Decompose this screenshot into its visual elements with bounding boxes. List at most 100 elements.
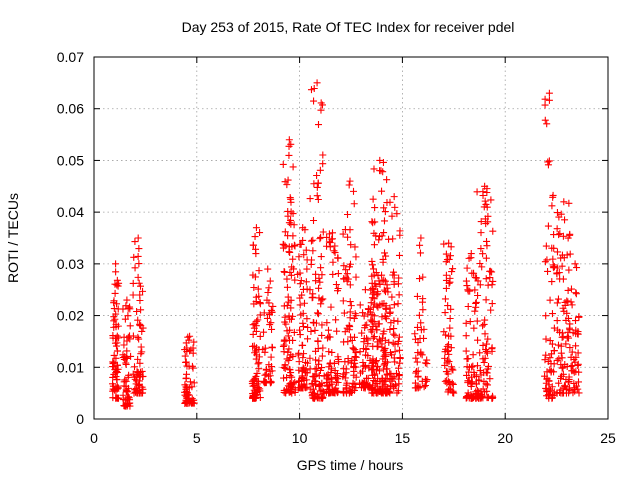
data-point	[371, 280, 379, 288]
data-point	[550, 347, 558, 355]
data-point	[282, 320, 290, 328]
data-point	[449, 387, 457, 395]
data-point	[480, 378, 488, 386]
data-point	[129, 279, 137, 287]
x-tick-label: 10	[292, 430, 308, 446]
data-point	[109, 334, 117, 342]
data-point	[391, 348, 399, 356]
data-point	[446, 378, 454, 386]
data-point	[575, 368, 583, 376]
data-point	[110, 305, 118, 313]
data-point	[394, 317, 402, 325]
data-point	[479, 250, 487, 258]
data-point	[120, 355, 128, 363]
data-point	[484, 281, 492, 289]
data-point	[360, 362, 368, 370]
data-point	[371, 218, 379, 226]
data-point	[268, 367, 276, 375]
data-point	[299, 354, 307, 362]
data-point	[380, 300, 388, 308]
data-point	[411, 330, 419, 338]
data-point	[542, 312, 550, 320]
data-point	[299, 224, 307, 232]
y-tick-label: 0.01	[57, 359, 84, 375]
data-point	[267, 319, 275, 327]
data-point	[464, 303, 472, 311]
data-point	[135, 245, 143, 253]
data-point	[331, 249, 339, 257]
data-point	[250, 284, 258, 292]
data-point	[309, 293, 317, 301]
data-point	[417, 234, 425, 242]
data-point	[181, 352, 189, 360]
data-point	[352, 349, 360, 357]
data-point	[567, 298, 575, 306]
data-point	[304, 335, 312, 343]
data-point	[478, 263, 486, 271]
data-point	[315, 284, 323, 292]
data-point	[313, 79, 321, 87]
data-point	[283, 275, 291, 283]
data-point	[134, 316, 142, 324]
data-point	[448, 268, 456, 276]
x-tick-label: 5	[193, 430, 201, 446]
data-point	[299, 319, 307, 327]
data-point	[477, 393, 485, 401]
data-point	[574, 349, 582, 357]
data-point	[123, 296, 131, 304]
data-point	[268, 344, 276, 352]
data-point	[351, 353, 359, 361]
data-point	[376, 232, 384, 240]
data-point	[330, 386, 338, 394]
data-point	[306, 286, 314, 294]
data-point	[249, 241, 257, 249]
data-point	[130, 373, 138, 381]
data-point	[253, 351, 261, 359]
data-point	[261, 371, 269, 379]
data-point	[302, 246, 310, 254]
data-point	[136, 359, 144, 367]
data-point	[472, 298, 480, 306]
data-point	[466, 318, 474, 326]
data-point	[360, 345, 368, 353]
data-point	[563, 309, 571, 317]
data-point	[356, 301, 364, 309]
data-point	[462, 347, 470, 355]
data-point	[343, 270, 351, 278]
data-point	[477, 245, 485, 253]
data-point	[482, 275, 490, 283]
data-point	[300, 299, 308, 307]
data-point	[253, 369, 261, 377]
data-point	[563, 297, 571, 305]
data-point	[352, 363, 360, 371]
data-point	[395, 251, 403, 259]
data-point	[489, 277, 497, 285]
data-point	[309, 247, 317, 255]
data-point	[389, 339, 397, 347]
data-point	[360, 312, 368, 320]
data-point	[565, 375, 573, 383]
data-point	[479, 322, 487, 330]
data-point	[423, 356, 431, 364]
data-point	[368, 261, 376, 269]
data-point	[557, 374, 565, 382]
data-point	[324, 326, 332, 334]
data-point	[363, 374, 371, 382]
data-point	[572, 289, 580, 297]
data-point	[483, 340, 491, 348]
data-point	[342, 369, 350, 377]
data-point	[563, 251, 571, 259]
data-point	[323, 233, 331, 241]
data-point	[340, 365, 348, 373]
data-point	[474, 292, 482, 299]
y-tick-label: 0.06	[57, 101, 84, 117]
data-point	[544, 161, 552, 169]
data-point	[137, 343, 145, 351]
data-point	[420, 383, 428, 391]
data-point	[302, 278, 310, 286]
data-point	[445, 239, 453, 247]
data-point	[369, 322, 377, 330]
data-point	[368, 389, 376, 397]
data-point	[553, 299, 561, 307]
data-point	[370, 333, 378, 341]
